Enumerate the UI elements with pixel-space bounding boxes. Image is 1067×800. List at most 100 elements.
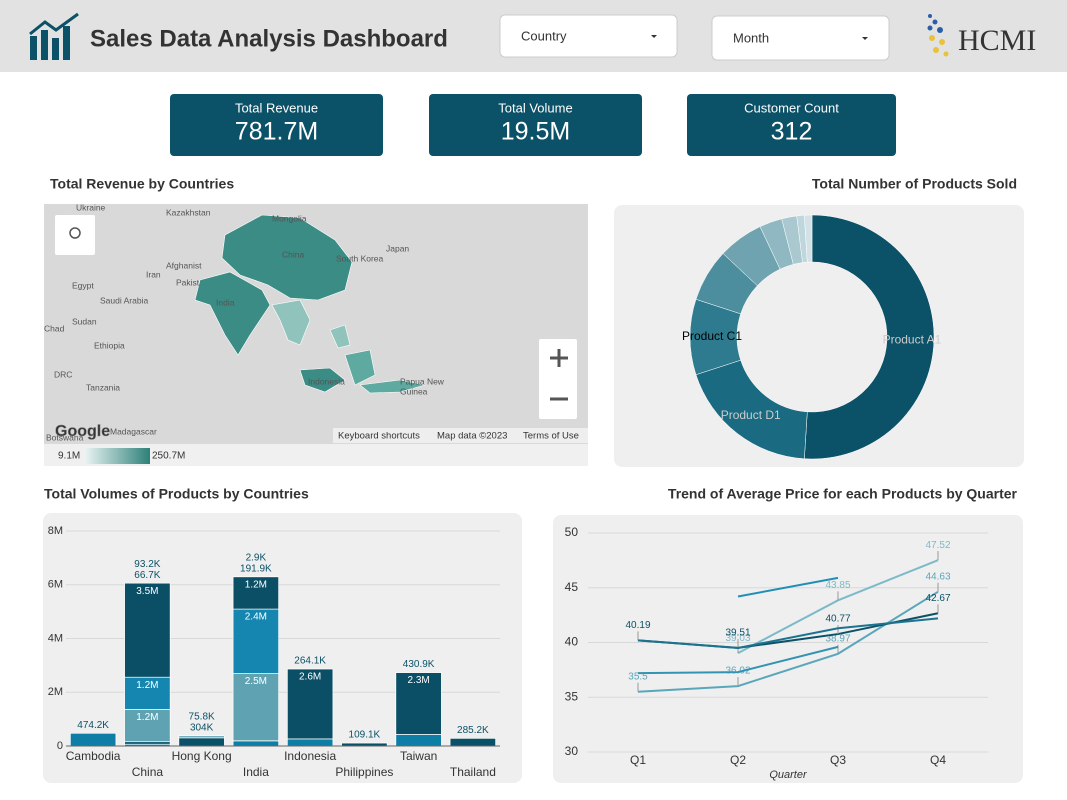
data-label: 40.19	[625, 620, 650, 631]
map-title: Total Revenue by Countries	[50, 176, 234, 192]
country-filter[interactable]: Country	[499, 14, 678, 58]
map-place: Kazakhstan	[166, 207, 211, 217]
bar-segment	[232, 740, 280, 747]
data-label: 39.51	[725, 628, 750, 639]
y-tick-label: 8M	[48, 525, 63, 537]
x-tick-label: Philippines	[335, 765, 393, 779]
dashboard-title: Sales Data Analysis Dashboard	[90, 25, 448, 52]
data-label: 43.85	[825, 580, 850, 591]
y-tick-label: 40	[565, 635, 579, 649]
line-series	[737, 576, 839, 598]
data-label: 2.9K	[246, 552, 267, 563]
y-tick-label: 6M	[48, 579, 63, 591]
bar-segment	[395, 672, 442, 735]
x-tick-label: India	[243, 765, 269, 779]
x-tick-label: Thailand	[450, 765, 496, 779]
data-label: 430.9K	[403, 659, 435, 670]
attribution[interactable]: Keyboard shortcuts	[338, 431, 420, 442]
map-place: India	[216, 297, 235, 307]
data-label: 264.1K	[294, 656, 326, 667]
donut-slice	[804, 214, 813, 263]
bar-segment	[69, 732, 117, 747]
y-tick-label: 35	[565, 689, 579, 703]
attribution-bar	[333, 428, 588, 443]
data-label: 35.5	[628, 671, 648, 682]
slice-label: Product A1	[883, 332, 942, 346]
data-label: 2.5M	[245, 676, 267, 687]
donut-slice	[804, 214, 935, 460]
y-tick-label: 0	[57, 740, 63, 752]
data-label: 1.2M	[136, 712, 158, 723]
data-label: 304K	[190, 722, 214, 733]
zoom-icons	[550, 349, 568, 401]
data-label: 2.4M	[245, 612, 267, 623]
y-tick-label: 2M	[48, 686, 63, 698]
line-panel	[553, 515, 1023, 783]
data-label: 40.77	[825, 614, 850, 625]
bar-segment	[449, 737, 497, 747]
map-place: Botswana	[46, 432, 84, 442]
month-filter[interactable]: Month	[711, 15, 890, 61]
x-tick-label: Q1	[630, 753, 646, 767]
chart-title: Total Number of Products Sold	[812, 176, 1017, 192]
legend-min: 9.1M	[58, 451, 80, 462]
map-place: Guinea	[400, 386, 428, 396]
map-place: Madagascar	[110, 426, 157, 436]
data-label: 191.9K	[240, 563, 272, 574]
attribution[interactable]: Terms of Use	[523, 431, 579, 442]
kpi-value: 312	[771, 118, 813, 146]
data-label: 66.7K	[134, 570, 160, 581]
kpi-label: Total Volume	[498, 100, 572, 115]
line-series	[737, 559, 939, 655]
kpi-label: Customer Count	[744, 100, 839, 115]
map-place: Ethiopia	[94, 340, 125, 350]
kpi-card	[170, 94, 383, 156]
x-tick-label: Taiwan	[400, 749, 437, 763]
bar-segment	[124, 709, 171, 743]
data-label: 38.97	[825, 633, 850, 644]
x-tick-label: Hong Kong	[172, 749, 232, 763]
filter-label[interactable]: Country	[521, 28, 567, 43]
kpi-card	[687, 94, 896, 156]
bar-segment	[178, 737, 225, 747]
bar-segment	[124, 741, 171, 745]
x-axis-label: Quarter	[769, 769, 808, 781]
bar-segment	[286, 738, 334, 747]
logo-text: HCMI	[958, 24, 1036, 57]
locate-button[interactable]	[55, 215, 95, 255]
map-place: Indonesia	[308, 376, 345, 386]
attribution: Map data ©2023	[437, 431, 507, 442]
data-label: 93.2K	[134, 559, 160, 570]
slice-label: Product C1	[682, 329, 742, 343]
data-label: 75.8K	[189, 711, 215, 722]
bar-segment	[232, 608, 280, 674]
chart-title: Trend of Average Price for each Products…	[668, 486, 1018, 502]
data-label: 474.2K	[77, 720, 109, 731]
data-label: 44.63	[925, 571, 950, 582]
header-icon	[29, 12, 79, 60]
data-label: 285.2K	[457, 725, 489, 736]
map-place: Sudan	[72, 316, 97, 326]
map-place: Papua New	[400, 376, 445, 386]
y-tick-label: 30	[565, 744, 579, 758]
slice-label: Product D1	[721, 408, 781, 422]
x-tick-label: Q4	[930, 753, 946, 767]
y-tick-label: 45	[565, 580, 579, 594]
x-tick-label: Q3	[830, 753, 846, 767]
data-label: 1.2M	[136, 680, 158, 691]
map-place: Saudi Arabia	[100, 295, 148, 305]
data-label: 42.67	[925, 593, 950, 604]
line-series	[637, 617, 939, 649]
kpi-label: Total Revenue	[235, 100, 318, 115]
kpi-card	[429, 94, 642, 156]
data-label: 1.2M	[245, 579, 267, 590]
chart-title: Total Volumes of Products by Countries	[44, 486, 309, 502]
legend-max: 250.7M	[152, 451, 185, 462]
data-label: 47.52	[925, 540, 950, 551]
logo-dots	[927, 14, 949, 57]
legend-gradient	[86, 448, 150, 464]
bar-segment	[286, 668, 334, 740]
x-tick-label: China	[132, 765, 164, 779]
filter-label[interactable]: Month	[733, 30, 769, 45]
